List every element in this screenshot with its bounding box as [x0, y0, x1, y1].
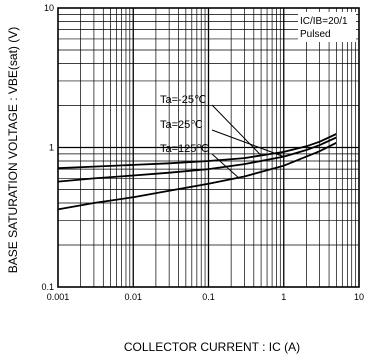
- x-tick-label: 10: [354, 292, 364, 302]
- series-label-3: Ta=125℃: [160, 143, 209, 155]
- x-tick-label: 0.01: [124, 292, 142, 302]
- x-tick-label: 1: [281, 292, 286, 302]
- leader-line-2: [211, 129, 284, 158]
- series-line-3: [57, 141, 337, 211]
- y-axis-label: BASE SATURATION VOLTAGE : VBE(sat) (V): [6, 27, 20, 274]
- tick-labels: 0.001 0.01 0.1 1 10 0.1 1 10: [41, 3, 364, 302]
- leader-line-1: [211, 104, 262, 156]
- x-axis-label: COLLECTOR CURRENT : IC (A): [124, 340, 300, 354]
- x-tick-label: 0.001: [47, 292, 70, 302]
- plot-frame: [57, 7, 360, 288]
- annotation-box: [298, 12, 356, 42]
- y-tick-label: 0.1: [41, 282, 54, 292]
- series-label-1: Ta=-25℃: [160, 94, 206, 106]
- grid: [58, 8, 359, 287]
- series-label-2: Ta=25℃: [160, 119, 203, 131]
- annotation-ratio: IC/IB=20/1: [300, 16, 348, 27]
- x-tick-label: 0.1: [202, 292, 215, 302]
- leader-line-3: [211, 153, 239, 179]
- series-labels: Ta=-25℃ Ta=25℃ Ta=125℃: [160, 94, 284, 179]
- annotation-pulsed: Pulsed: [300, 29, 331, 40]
- series-line-1: [57, 133, 337, 170]
- y-tick-label: 1: [49, 143, 54, 153]
- y-tick-label: 10: [44, 3, 54, 13]
